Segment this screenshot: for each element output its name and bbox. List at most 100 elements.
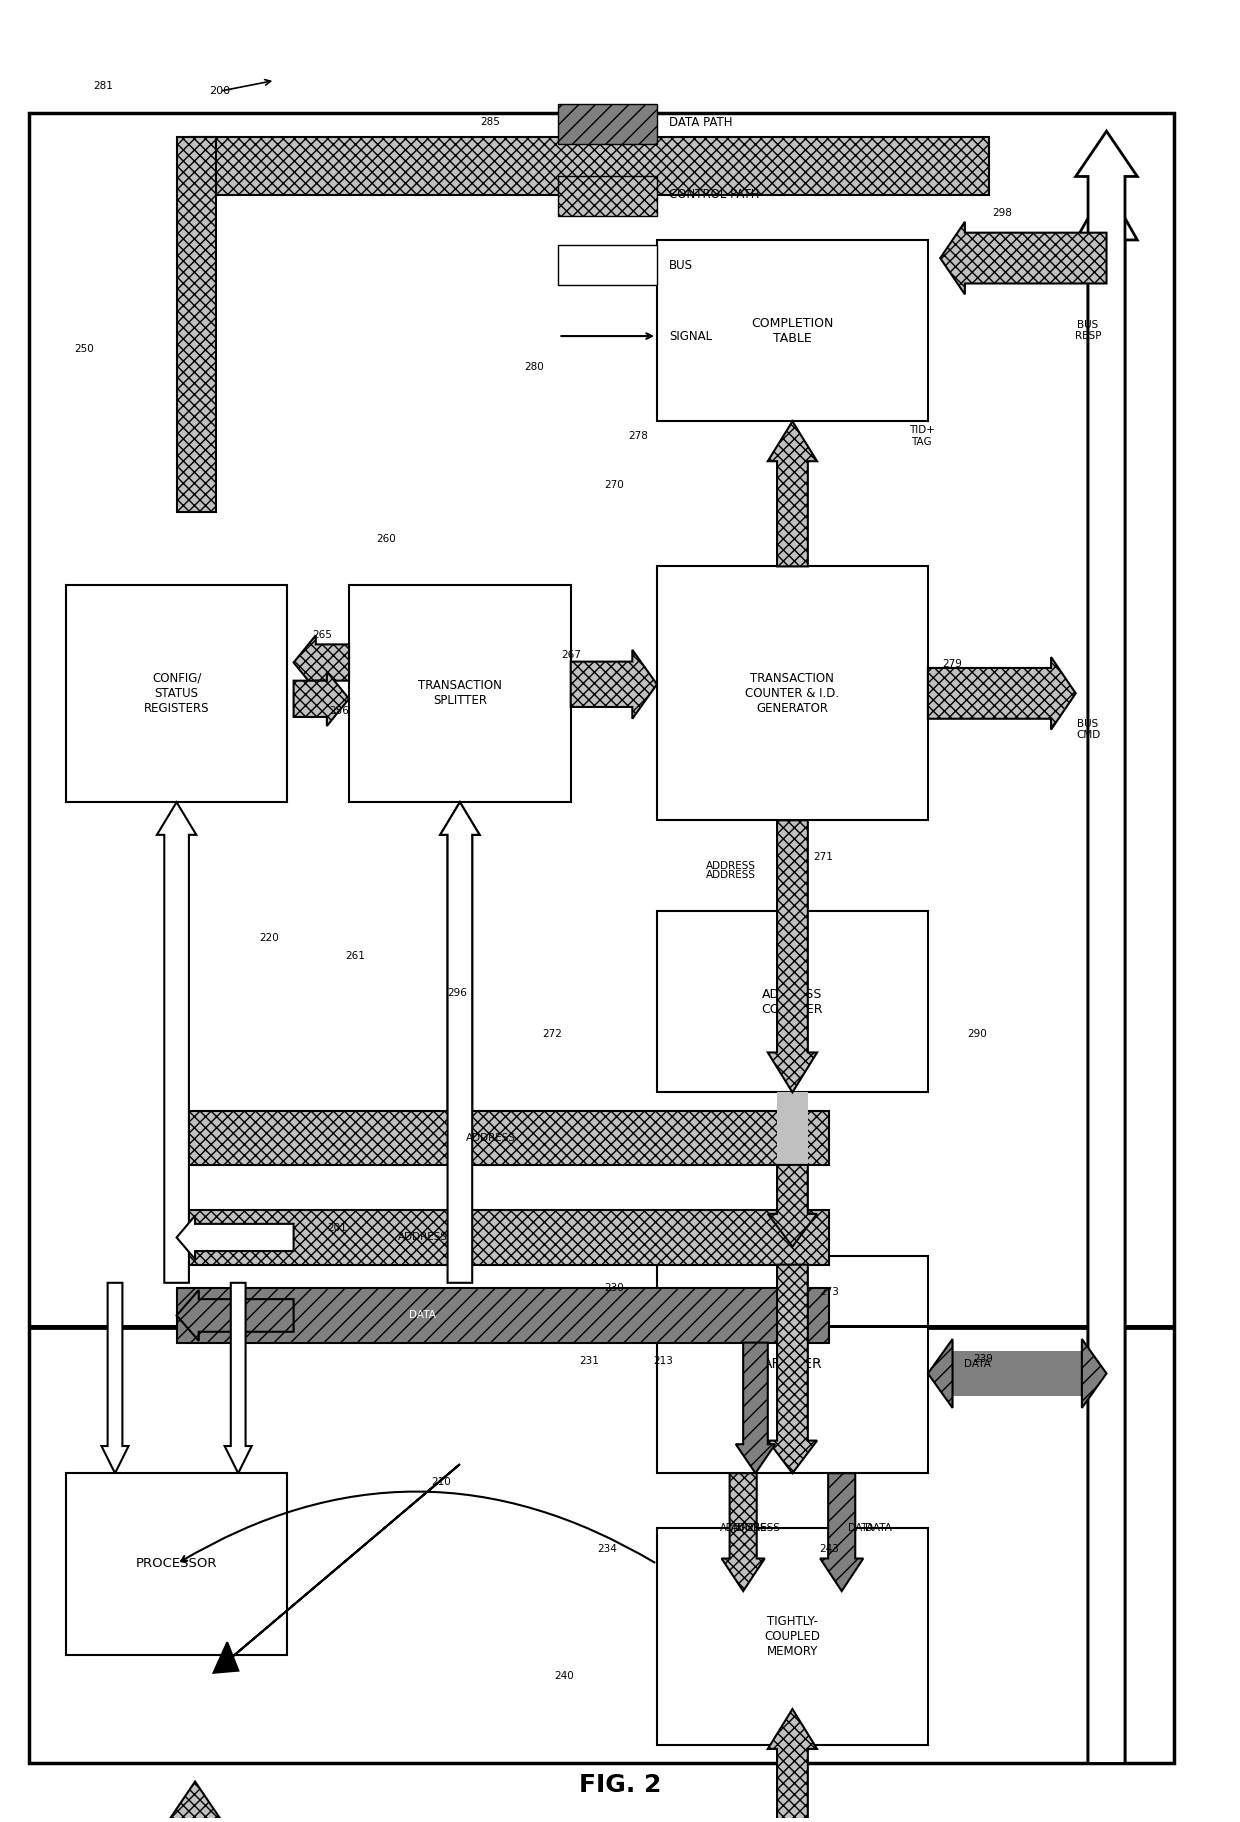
FancyBboxPatch shape [657,1255,928,1474]
FancyArrow shape [940,222,1106,295]
Text: ADDRESS: ADDRESS [706,869,756,880]
Bar [176,137,216,512]
FancyArrow shape [777,1093,807,1164]
Text: ARBITER: ARBITER [763,1357,822,1372]
FancyBboxPatch shape [348,585,570,802]
Text: 230: 230 [604,1283,624,1294]
Bar [558,177,657,217]
Text: TID+
TAG: TID+ TAG [909,425,935,446]
Text: 265: 265 [312,630,332,640]
FancyArrow shape [176,1290,294,1341]
Text: 280: 280 [525,363,543,372]
Text: BUS
CMD: BUS CMD [1076,720,1100,740]
Text: PROCESSOR: PROCESSOR [136,1558,217,1571]
Text: SIGNAL: SIGNAL [670,330,713,343]
Text: ADDRESS: ADDRESS [466,1133,516,1142]
Text: COMPLETION
TABLE: COMPLETION TABLE [751,317,833,344]
FancyArrow shape [768,1709,817,1822]
Text: ADDRESS: ADDRESS [706,860,756,871]
Text: 231: 231 [579,1356,599,1366]
Text: DATA PATH: DATA PATH [670,115,733,129]
Text: ADDRESS: ADDRESS [719,1523,766,1532]
Text: 281: 281 [93,80,113,91]
FancyArrow shape [224,1283,252,1474]
FancyBboxPatch shape [657,1527,928,1745]
Text: DATA: DATA [848,1523,873,1532]
FancyArrow shape [768,820,817,1093]
Text: 285: 285 [481,117,501,128]
Text: 220: 220 [259,933,279,944]
FancyArrow shape [952,1350,1081,1396]
FancyArrow shape [928,658,1076,729]
FancyArrow shape [1076,131,1137,1764]
FancyArrow shape [440,802,480,1283]
Text: DATA: DATA [866,1523,892,1532]
Text: 279: 279 [942,660,962,669]
Text: DATA: DATA [409,1310,436,1321]
FancyArrow shape [768,1264,817,1474]
Bar [176,1110,830,1164]
Text: 267: 267 [560,650,580,660]
Text: 270: 270 [604,479,624,490]
Text: FIG. 2: FIG. 2 [579,1773,661,1796]
Text: 298: 298 [992,208,1012,219]
FancyArrow shape [164,1782,226,1822]
FancyBboxPatch shape [657,241,928,421]
Text: CONTROL PATH: CONTROL PATH [670,188,760,200]
FancyArrow shape [157,802,196,1283]
FancyArrow shape [570,650,657,718]
FancyArrow shape [102,1283,129,1474]
Bar [188,137,990,195]
Text: 278: 278 [629,430,649,441]
FancyArrow shape [1081,1339,1106,1408]
Text: 296: 296 [448,988,467,998]
Text: 200: 200 [210,86,231,97]
Text: 271: 271 [813,851,833,862]
FancyBboxPatch shape [66,585,288,802]
Text: BUS
RESP: BUS RESP [1075,321,1101,341]
Text: 239: 239 [973,1354,993,1365]
Bar [176,1210,830,1264]
Text: 272: 272 [542,1029,562,1039]
FancyArrow shape [768,421,817,567]
FancyArrow shape [722,1474,765,1591]
FancyArrow shape [294,636,348,691]
FancyArrow shape [213,1465,460,1673]
FancyArrow shape [440,802,480,1110]
Text: 210: 210 [432,1478,451,1487]
Text: 273: 273 [820,1286,839,1297]
FancyBboxPatch shape [66,1474,288,1654]
FancyArrow shape [928,1339,952,1408]
Text: 234: 234 [598,1545,618,1554]
Text: BUS: BUS [670,259,693,271]
Text: 240: 240 [554,1671,574,1682]
Text: 256: 256 [330,707,350,716]
Text: ADDRESS: ADDRESS [730,1523,780,1532]
Bar [558,104,657,144]
Bar [176,1288,830,1343]
FancyArrow shape [820,1474,863,1591]
Text: 250: 250 [74,344,94,353]
Text: ADDRESS: ADDRESS [398,1232,448,1243]
FancyBboxPatch shape [657,911,928,1093]
Text: 243: 243 [820,1545,839,1554]
FancyArrow shape [735,1343,775,1474]
Text: CONFIG/
STATUS
REGISTERS: CONFIG/ STATUS REGISTERS [144,672,210,714]
FancyBboxPatch shape [657,567,928,820]
FancyArrow shape [294,672,348,725]
Text: 260: 260 [376,534,396,545]
Text: ADDRESS
COUNTER: ADDRESS COUNTER [761,988,823,1015]
Text: TIGHTLY-
COUPLED
MEMORY: TIGHTLY- COUPLED MEMORY [764,1614,821,1658]
Text: TRANSACTION
COUNTER & I.D.
GENERATOR: TRANSACTION COUNTER & I.D. GENERATOR [745,672,839,714]
Text: 213: 213 [653,1356,673,1366]
Bar [29,1325,1174,1328]
FancyArrow shape [1076,186,1137,1764]
FancyArrow shape [768,1164,817,1246]
FancyArrow shape [176,1215,294,1259]
Text: 290: 290 [967,1029,987,1039]
Text: TRANSACTION
SPLITTER: TRANSACTION SPLITTER [418,680,502,707]
Text: 261: 261 [345,951,365,962]
Text: 201: 201 [327,1223,347,1233]
Bar [558,246,657,286]
Text: DATA: DATA [963,1359,991,1370]
